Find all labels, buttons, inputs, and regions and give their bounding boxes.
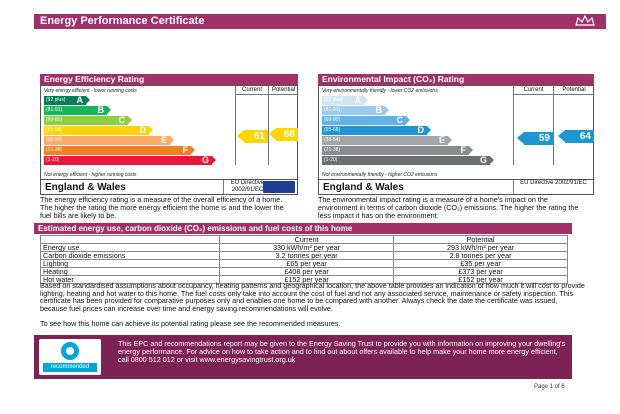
band-range: (1-20) xyxy=(324,157,338,163)
page-title: Energy Performance Certificate xyxy=(40,15,205,27)
swirl-icon xyxy=(61,342,79,360)
efficiency-col-current: Current xyxy=(235,86,268,95)
rating-band-b: (81-91) B xyxy=(44,105,111,115)
efficiency-eu-directive: EU Directive 2002/91/EC xyxy=(223,180,271,194)
environmental-directive-text: EU Directive 2002/91/EC xyxy=(520,180,587,186)
rating-band-e: (39-54) E xyxy=(44,135,174,145)
rating-band-d: (55-68) D xyxy=(44,125,153,135)
band-letter: A xyxy=(76,95,84,105)
efficiency-rating-panel: Current Potential Very energy efficient … xyxy=(40,85,298,195)
eu-flag-icon xyxy=(263,181,295,193)
table-row: Hot water £152 per year £152 per year xyxy=(39,275,568,284)
efficiency-directive-text: EU Directive 2002/91/EC xyxy=(230,180,265,193)
band-range: (39-54) xyxy=(324,137,341,143)
energy-saving-trust-text: This EPC and recommendations report may … xyxy=(118,339,566,364)
band-letter: D xyxy=(139,125,147,135)
efficiency-title: Energy Efficiency Rating xyxy=(40,74,298,85)
environmental-rating-panel: Current Potential Very environmentally f… xyxy=(318,85,594,195)
assumptions-paragraph: Based on standardised assumptions about … xyxy=(40,281,585,313)
rating-band-b: (81-91) B xyxy=(322,105,389,115)
efficiency-col-potential: Potential xyxy=(268,86,298,95)
rating-band-g: (1-20) G xyxy=(44,155,216,165)
efficiency-bottom-hint: Not energy efficient - higher running co… xyxy=(44,172,137,178)
rating-band-c: (69-80) C xyxy=(322,115,410,125)
environmental-current-arrow: 59 xyxy=(517,132,553,145)
page-number: Page 1 of 6 xyxy=(534,384,565,390)
band-range: (92 plus) xyxy=(324,97,344,103)
efficiency-potential-arrow: 68 xyxy=(269,128,298,141)
rating-band-a: (92 plus) A xyxy=(322,95,368,105)
band-range: (69-80) xyxy=(324,117,341,123)
band-letter: C xyxy=(118,115,126,125)
band-range: (55-68) xyxy=(46,127,63,133)
band-range: (39-54) xyxy=(46,137,63,143)
crown-icon xyxy=(575,15,595,26)
band-letter: G xyxy=(479,155,487,165)
band-range: (1-20) xyxy=(46,157,60,163)
band-range: (81-91) xyxy=(324,107,341,113)
band-letter: C xyxy=(396,115,404,125)
environmental-col-potential: Potential xyxy=(553,86,594,95)
environmental-title: Environmental Impact (CO₂) Rating xyxy=(318,74,594,85)
energy-saving-trust-box: recommended This EPC and recommendations… xyxy=(34,335,572,379)
see-how-paragraph: To see how this home can achieve its pot… xyxy=(40,319,341,328)
efficiency-top-hint: Very energy efficient - lower running co… xyxy=(44,88,137,94)
rating-band-a: (92 plus) A xyxy=(44,95,90,105)
rating-band-c: (69-80) C xyxy=(44,115,132,125)
environmental-region: England & Wales xyxy=(323,182,404,193)
band-range: (69-80) xyxy=(46,117,63,123)
band-range: (55-68) xyxy=(324,127,341,133)
band-letter: E xyxy=(438,135,445,145)
environmental-top-hint: Very environmentally friendly - lower CO… xyxy=(322,88,438,94)
efficiency-region: England & Wales xyxy=(45,182,126,193)
recommended-label: recommended xyxy=(43,363,97,372)
band-letter: F xyxy=(182,145,189,155)
band-letter: G xyxy=(201,155,209,165)
efficiency-current-arrow: 61 xyxy=(237,130,268,143)
band-letter: E xyxy=(160,135,167,145)
cost-row-potential: £152 per year xyxy=(393,275,568,284)
energy-saving-trust-logo: recommended xyxy=(39,339,101,375)
band-range: (21-38) xyxy=(46,147,63,153)
band-range: (21-38) xyxy=(324,147,341,153)
band-letter: F xyxy=(460,145,467,155)
costs-title: Estimated energy use, carbon dioxide (CO… xyxy=(34,223,572,234)
environmental-potential-arrow: 64 xyxy=(558,130,594,143)
rating-band-g: (1-20) G xyxy=(322,155,494,165)
band-range: (81-91) xyxy=(46,107,63,113)
environmental-description: The environmental impact rating is a mea… xyxy=(318,195,579,220)
rating-band-f: (21-38) F xyxy=(44,145,195,155)
environmental-bottom-hint: Not environmentally friendly - higher CO… xyxy=(322,172,438,178)
band-letter: D xyxy=(417,125,425,135)
rating-band-f: (21-38) F xyxy=(322,145,473,155)
band-letter: B xyxy=(97,105,105,115)
band-letter: B xyxy=(375,105,383,115)
costs-table: Current Potential Energy use 330 kWh/m² … xyxy=(39,235,568,284)
rating-band-d: (55-68) D xyxy=(322,125,431,135)
environmental-eu-directive: EU Directive 2002/91/EC xyxy=(513,180,593,194)
band-letter: A xyxy=(354,95,362,105)
page-title-bar: Energy Performance Certificate xyxy=(34,14,606,29)
rating-band-e: (39-54) E xyxy=(322,135,452,145)
cost-row-label: Hot water xyxy=(39,275,221,284)
band-range: (92 plus) xyxy=(46,97,66,103)
environmental-col-current: Current xyxy=(513,86,553,95)
efficiency-description: The energy efficiency rating is a measur… xyxy=(40,195,284,220)
